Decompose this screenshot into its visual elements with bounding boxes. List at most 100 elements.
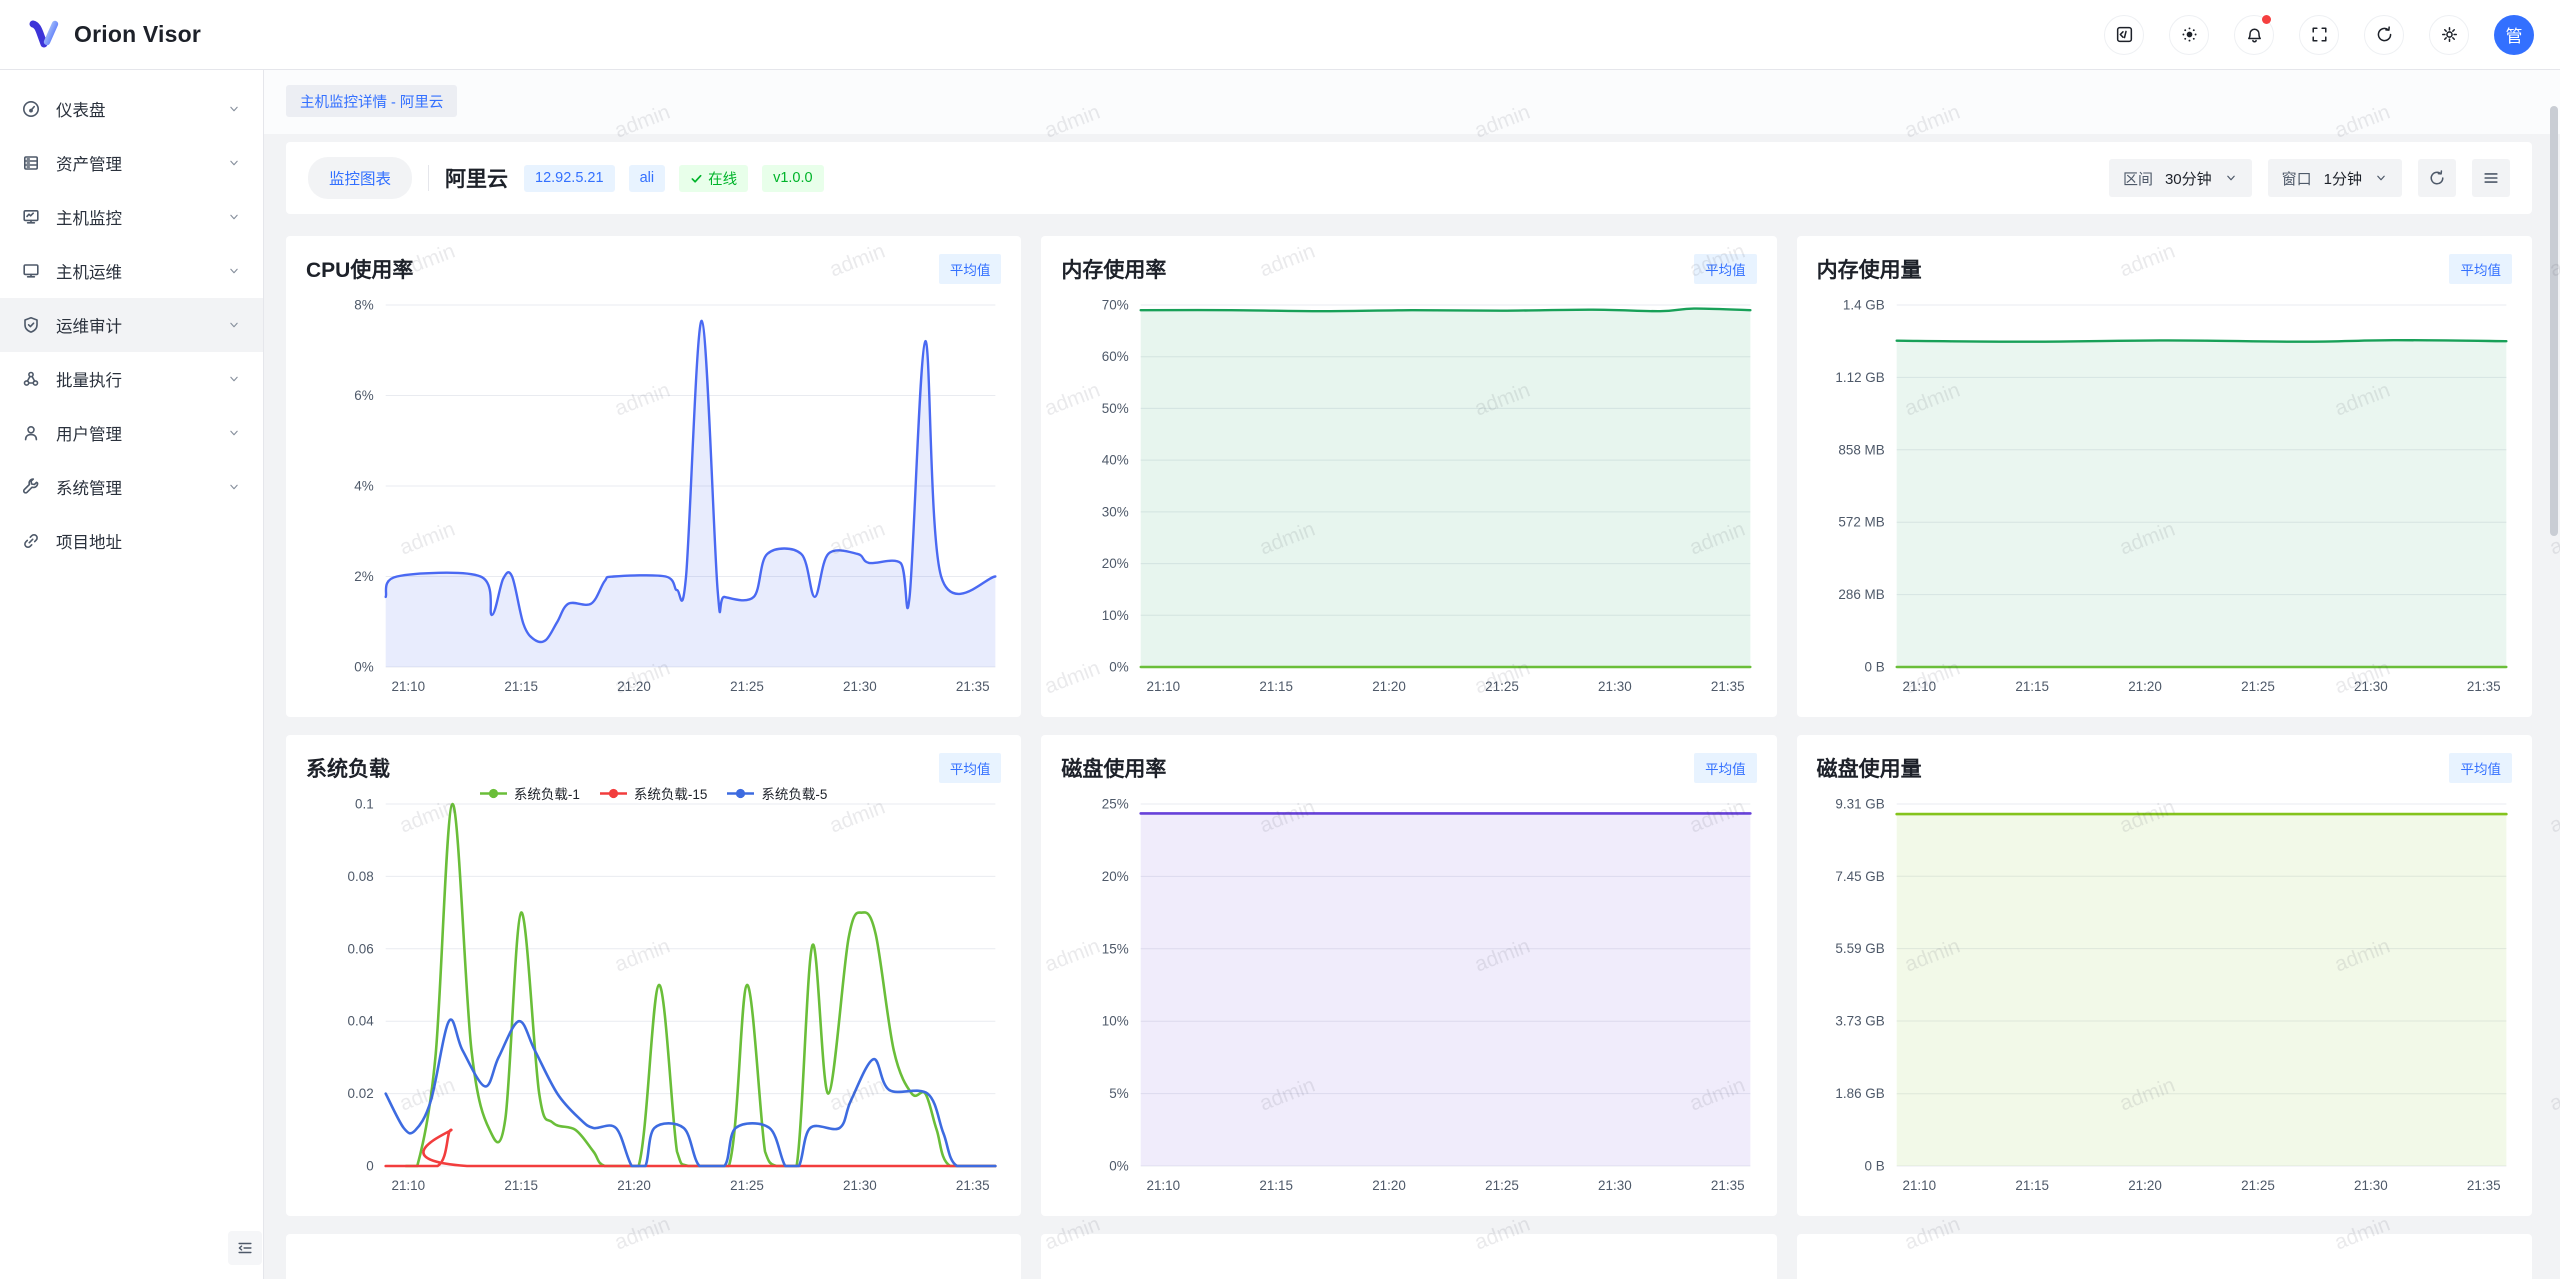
svg-text:10%: 10% bbox=[1102, 1014, 1129, 1029]
chart-card-disk-usage-amount: 磁盘使用量平均值9.31 GB7.45 GB5.59 GB3.73 GB1.86… bbox=[1797, 735, 2532, 1216]
svg-text:21:25: 21:25 bbox=[730, 679, 764, 694]
sidebar-item-label: 运维审计 bbox=[56, 313, 227, 337]
svg-text:0.08: 0.08 bbox=[348, 869, 374, 884]
window-select[interactable]: 窗口 1分钟 bbox=[2268, 159, 2402, 197]
legend-label: 系统负载-5 bbox=[761, 783, 827, 803]
svg-text:21:35: 21:35 bbox=[2467, 1178, 2501, 1193]
audit-icon bbox=[21, 315, 41, 335]
menu-fold-icon bbox=[236, 1239, 254, 1257]
host-tag: 12.92.5.21 bbox=[524, 165, 615, 192]
batch-icon bbox=[21, 369, 41, 389]
svg-text:21:30: 21:30 bbox=[2354, 1178, 2388, 1193]
svg-text:0 B: 0 B bbox=[1864, 659, 1884, 674]
sidebar-item-label: 用户管理 bbox=[56, 421, 227, 445]
legend-item[interactable]: 系统负载-5 bbox=[727, 783, 827, 803]
legend-label: 系统负载-1 bbox=[514, 783, 580, 803]
avg-badge[interactable]: 平均值 bbox=[1694, 254, 1757, 284]
refresh-button[interactable] bbox=[2364, 15, 2404, 55]
dashboard-icon bbox=[21, 99, 41, 119]
line-chart-disk-usage-percent[interactable]: 25%20%15%10%5%0%21:1021:1521:2021:2521:3… bbox=[1061, 788, 1756, 1198]
monitor-chart-button[interactable]: 监控图表 bbox=[308, 157, 412, 199]
sidebar-item-assets[interactable]: 资产管理 bbox=[0, 136, 263, 190]
svg-text:21:35: 21:35 bbox=[1711, 679, 1745, 694]
next-row-partial bbox=[286, 1234, 2532, 1279]
line-chart-memory-usage-amount[interactable]: 1.4 GB1.12 GB858 MB572 MB286 MB0 B21:102… bbox=[1817, 289, 2512, 699]
chevron-down-icon bbox=[227, 318, 241, 332]
chart-title: 内存使用量 bbox=[1817, 254, 1922, 284]
charts-grid: CPU使用率平均值8%6%4%2%0%21:1021:1521:2021:252… bbox=[286, 236, 2532, 1216]
page-scrollbar-track[interactable] bbox=[2549, 70, 2559, 1279]
svg-text:60%: 60% bbox=[1102, 349, 1129, 364]
chart-menu-button[interactable] bbox=[2472, 159, 2510, 197]
svg-text:21:30: 21:30 bbox=[2354, 679, 2388, 694]
sidebar-item-ops-audit[interactable]: 运维审计 bbox=[0, 298, 263, 352]
svg-text:21:15: 21:15 bbox=[504, 1178, 538, 1193]
line-chart-cpu-usage[interactable]: 8%6%4%2%0%21:1021:1521:2021:2521:3021:35 bbox=[306, 289, 1001, 699]
settings-button[interactable] bbox=[2429, 15, 2469, 55]
avg-badge[interactable]: 平均值 bbox=[1694, 753, 1757, 783]
svg-text:21:10: 21:10 bbox=[1902, 1178, 1936, 1193]
svg-text:21:25: 21:25 bbox=[1486, 679, 1520, 694]
avg-badge[interactable]: 平均值 bbox=[939, 753, 1002, 783]
svg-text:6%: 6% bbox=[354, 388, 373, 403]
sidebar-item-batch-exec[interactable]: 批量执行 bbox=[0, 352, 263, 406]
svg-text:21:10: 21:10 bbox=[1147, 1178, 1181, 1193]
svg-text:0%: 0% bbox=[1110, 1158, 1129, 1173]
breadcrumb-tab[interactable]: 主机监控详情 - 阿里云 bbox=[286, 85, 457, 117]
svg-text:0.02: 0.02 bbox=[348, 1086, 374, 1101]
chart-title: 系统负载 bbox=[306, 753, 390, 783]
sidebar-collapse-button[interactable] bbox=[228, 1231, 262, 1265]
fullscreen-button[interactable] bbox=[2299, 15, 2339, 55]
sidebar-item-label: 主机监控 bbox=[56, 205, 227, 229]
chart-title: CPU使用率 bbox=[306, 254, 413, 284]
code-button[interactable] bbox=[2104, 15, 2144, 55]
legend-marker-icon bbox=[727, 788, 754, 799]
svg-text:25%: 25% bbox=[1102, 796, 1129, 811]
legend-marker-icon bbox=[600, 788, 627, 799]
line-chart-disk-usage-amount[interactable]: 9.31 GB7.45 GB5.59 GB3.73 GB1.86 GB0 B21… bbox=[1817, 788, 2512, 1198]
avg-badge[interactable]: 平均值 bbox=[2449, 254, 2512, 284]
sidebar-item-project-link[interactable]: 项目地址 bbox=[0, 514, 263, 568]
svg-text:21:20: 21:20 bbox=[617, 679, 651, 694]
sidebar-item-system-mgmt[interactable]: 系统管理 bbox=[0, 460, 263, 514]
sidebar-item-host-monitor[interactable]: 主机监控 bbox=[0, 190, 263, 244]
svg-text:15%: 15% bbox=[1102, 941, 1129, 956]
legend-marker-icon bbox=[480, 788, 507, 799]
avg-badge[interactable]: 平均值 bbox=[2449, 753, 2512, 783]
svg-text:21:15: 21:15 bbox=[2015, 679, 2049, 694]
avg-badge[interactable]: 平均值 bbox=[939, 254, 1002, 284]
host-tag: 在线 bbox=[679, 165, 748, 192]
legend-item[interactable]: 系统负载-15 bbox=[600, 783, 708, 803]
chart-legend: 系统负载-1 系统负载-15 系统负载-5 bbox=[286, 783, 1021, 803]
sidebar-item-dashboard[interactable]: 仪表盘 bbox=[0, 82, 263, 136]
legend-item[interactable]: 系统负载-1 bbox=[480, 783, 580, 803]
line-chart-memory-usage-percent[interactable]: 70%60%50%40%30%20%10%0%21:1021:1521:2021… bbox=[1061, 289, 1756, 699]
chart-title: 磁盘使用率 bbox=[1061, 753, 1166, 783]
svg-text:21:15: 21:15 bbox=[2015, 1178, 2049, 1193]
svg-text:21:10: 21:10 bbox=[391, 679, 425, 694]
header-actions: 管 bbox=[2104, 15, 2534, 55]
svg-text:21:25: 21:25 bbox=[2241, 1178, 2275, 1193]
app-header: Orion Visor 管 bbox=[0, 0, 2560, 70]
line-chart-system-load[interactable]: 0.10.080.060.040.02021:1021:1521:2021:25… bbox=[306, 788, 1001, 1198]
page-scrollbar-thumb[interactable] bbox=[2550, 106, 2558, 536]
sidebar-item-user-mgmt[interactable]: 用户管理 bbox=[0, 406, 263, 460]
refresh-charts-button[interactable] bbox=[2418, 159, 2456, 197]
svg-text:20%: 20% bbox=[1102, 556, 1129, 571]
range-select[interactable]: 区间 30分钟 bbox=[2109, 159, 2252, 197]
check-icon bbox=[690, 172, 703, 185]
theme-button[interactable] bbox=[2169, 15, 2209, 55]
notifications-icon bbox=[2245, 25, 2264, 44]
svg-text:21:15: 21:15 bbox=[1260, 1178, 1294, 1193]
window-select-label: 窗口 bbox=[2282, 168, 2312, 189]
sidebar-item-label: 系统管理 bbox=[56, 475, 227, 499]
svg-text:21:35: 21:35 bbox=[1711, 1178, 1745, 1193]
notifications-button[interactable] bbox=[2234, 15, 2274, 55]
sidebar-item-host-ops[interactable]: 主机运维 bbox=[0, 244, 263, 298]
legend-label: 系统负载-15 bbox=[634, 783, 708, 803]
avatar[interactable]: 管 bbox=[2494, 15, 2534, 55]
svg-text:858 MB: 858 MB bbox=[1838, 442, 1884, 457]
svg-text:21:15: 21:15 bbox=[504, 679, 538, 694]
theme-icon bbox=[2180, 25, 2199, 44]
code-icon bbox=[2115, 25, 2134, 44]
